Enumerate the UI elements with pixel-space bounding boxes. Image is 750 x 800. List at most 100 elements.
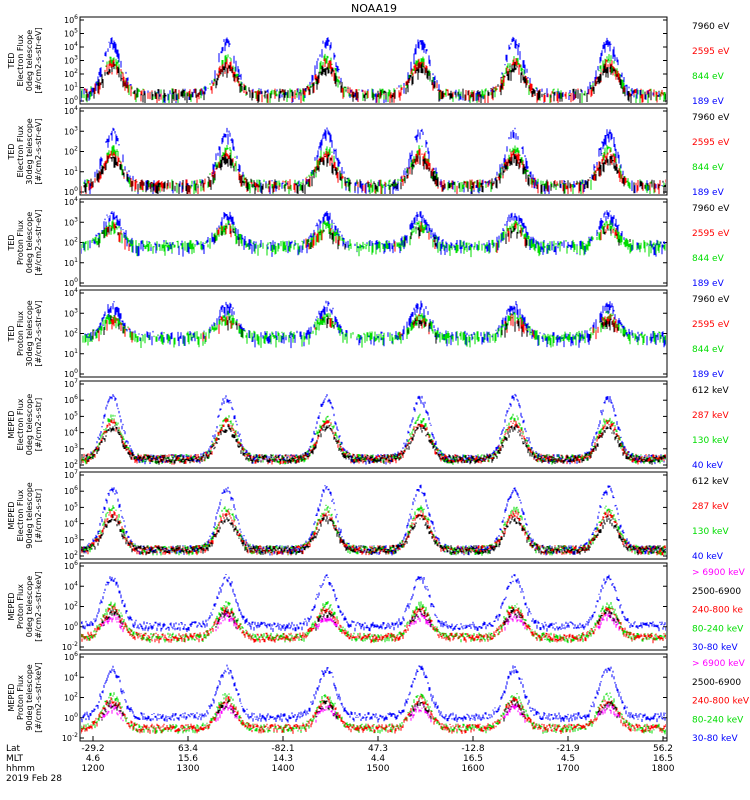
series-red xyxy=(104,222,618,253)
y-tick-label: 103 xyxy=(64,125,78,136)
x-row-label: hhmm xyxy=(6,764,35,774)
y-tick-label: 103 xyxy=(64,534,78,545)
y-axis-label: 30deg telescope xyxy=(25,300,34,367)
legend-entry: 7960 eV xyxy=(692,295,730,305)
legend-entry: 30-80 keV xyxy=(692,734,738,744)
y-tick-label: 104 xyxy=(64,518,78,529)
y-tick-label: 104 xyxy=(64,105,78,116)
series-green xyxy=(82,310,666,348)
y-tick-label: 104 xyxy=(64,580,78,591)
x-tick-label-lat: -21.9 xyxy=(556,744,580,754)
y-axis-label: [#/cm2-s-str-keV] xyxy=(34,571,43,642)
legend-entry: 7960 eV xyxy=(692,113,730,123)
y-tick-label: 106 xyxy=(64,651,78,662)
y-axis-label: [#/cm2-s-str-keV] xyxy=(34,662,43,733)
legend-entry: 80-240 keV xyxy=(692,624,744,634)
y-axis-label: Proton Flux xyxy=(16,675,25,720)
legend-entry: 240-800 ke xyxy=(692,606,743,616)
y-axis-label: Electron Flux xyxy=(16,34,25,86)
y-tick-label: 104 xyxy=(64,671,78,682)
y-axis-label: Electron Flux xyxy=(16,125,25,177)
series-magenta xyxy=(101,612,620,633)
panel-4: 104 103 102 101 100 TED Proton Flux 30deg teles… xyxy=(7,287,730,380)
y-axis-label: MEPED xyxy=(7,411,16,439)
panel-frame xyxy=(79,380,668,469)
y-tick-label: 100 xyxy=(64,277,78,288)
series-blue xyxy=(81,393,666,465)
series-blue xyxy=(81,664,666,723)
y-axis-label: MEPED xyxy=(7,684,16,712)
y-axis-label: Proton Flux xyxy=(16,311,25,356)
figure-title: NOAA19 xyxy=(351,2,397,15)
legend-entry: 240-800 keV xyxy=(692,697,750,707)
x-tick-label-hhmm: 1500 xyxy=(367,764,390,774)
legend-entry: 7960 eV xyxy=(692,22,730,32)
x-tick-label-mlt: 16.5 xyxy=(653,754,673,764)
y-axis-label: MEPED xyxy=(7,502,16,530)
y-axis-label: [#/cm2-s-str-eV] xyxy=(34,300,43,366)
y-axis-label: 90deg telescope xyxy=(25,482,34,549)
series-red xyxy=(81,695,666,734)
y-tick-label: 102 xyxy=(64,692,78,703)
series-black xyxy=(83,153,666,194)
series-marks xyxy=(82,300,666,349)
legend-entry: 80-240 keV xyxy=(692,715,744,725)
legend-entry: 40 keV xyxy=(692,552,724,562)
y-axis-label: [#/cm2-s-str] xyxy=(34,398,43,451)
series-marks xyxy=(81,664,666,735)
series-blue xyxy=(81,574,666,632)
y-axis-label: 0deg telescope xyxy=(25,212,34,273)
x-tick-label-hhmm: 1200 xyxy=(82,764,105,774)
y-tick-label: 102 xyxy=(64,146,78,157)
legend-entry: 189 eV xyxy=(692,97,725,107)
y-tick-label: 102 xyxy=(64,68,78,79)
series-black xyxy=(81,514,666,556)
y-tick-label: 102 xyxy=(64,601,78,612)
series-marks xyxy=(81,210,666,258)
y-axis-label: 0deg telescope xyxy=(25,576,34,637)
y-tick-label: 100 xyxy=(64,186,78,197)
y-axis-label: Proton Flux xyxy=(16,220,25,265)
legend-entry: 130 keV xyxy=(692,436,729,446)
legend-entry: 612 keV xyxy=(692,386,729,396)
legend-entry: 844 eV xyxy=(692,72,725,82)
legend-entry: 189 eV xyxy=(692,370,725,380)
y-tick-label: 106 xyxy=(64,560,78,571)
y-axis-label: TED xyxy=(7,325,16,342)
y-axis-label: [#/cm2-s-str] xyxy=(34,489,43,542)
y-axis-label: 0deg telescope xyxy=(25,394,34,455)
y-tick-label: 107 xyxy=(64,469,78,480)
y-tick-label: 106 xyxy=(64,394,78,405)
series-marks xyxy=(81,393,666,465)
y-tick-label: 104 xyxy=(64,41,78,52)
legend-entry: 287 keV xyxy=(692,411,729,421)
series-green xyxy=(81,219,666,258)
x-tick-label-hhmm: 1400 xyxy=(272,764,295,774)
y-axis-label: [#/cm2-s-str-eV] xyxy=(34,118,43,184)
y-tick-label: 104 xyxy=(64,427,78,438)
series-blue xyxy=(84,300,666,349)
y-axis-label: [#/cm2-s-str-eV] xyxy=(34,27,43,93)
legend-entry: 7960 eV xyxy=(692,204,730,214)
y-axis-label: MEPED xyxy=(7,593,16,621)
x-tick-label-lat: 47.3 xyxy=(368,744,388,754)
y-axis-label: 90deg telescope xyxy=(25,664,34,731)
x-tick-label-lat: 56.2 xyxy=(653,744,673,754)
panel-frame xyxy=(79,471,668,560)
panel-frame xyxy=(79,198,668,287)
y-tick-label: 104 xyxy=(64,196,78,207)
panel-6: 107 106 105 104 103 102 MEPED Electron Flux 90de… xyxy=(7,469,729,562)
legend-entry: 844 eV xyxy=(692,254,725,264)
series-magenta xyxy=(101,703,620,723)
x-tick-label-mlt: 4.5 xyxy=(561,754,575,764)
y-axis-label: 0deg telescope xyxy=(25,30,34,91)
y-tick-label: 10-2 xyxy=(62,641,78,652)
panel-5: 107 106 105 104 103 102 MEPED Electron Flux 0deg… xyxy=(7,378,729,471)
y-tick-label: 103 xyxy=(64,55,78,66)
y-tick-label: 103 xyxy=(64,443,78,454)
x-row-label: 2019 Feb 28 xyxy=(6,774,62,784)
x-tick-label-mlt: 15.6 xyxy=(178,754,198,764)
x-tick-label-hhmm: 1700 xyxy=(557,764,580,774)
